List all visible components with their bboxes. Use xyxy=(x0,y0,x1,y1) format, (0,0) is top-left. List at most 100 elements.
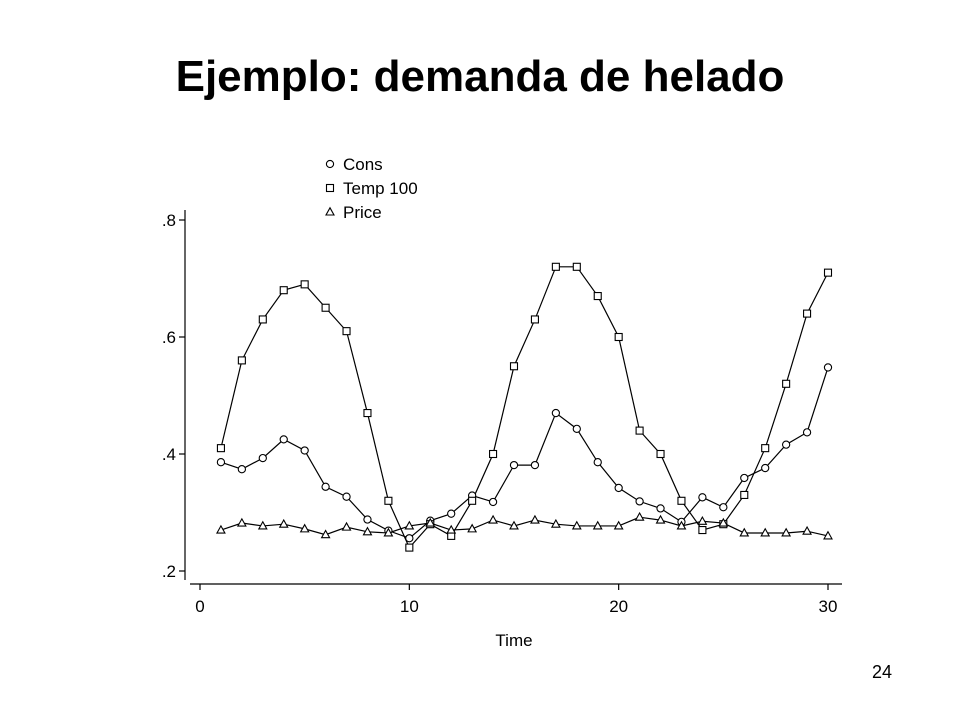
legend-label: Cons xyxy=(343,155,383,174)
data-point-triangle xyxy=(550,518,561,528)
legend-marker-circle xyxy=(325,159,335,169)
y-tick-label: .2 xyxy=(162,562,176,581)
legend-marker-square xyxy=(325,183,335,193)
data-point-triangle xyxy=(215,524,226,534)
series-line-price xyxy=(220,516,829,537)
data-point-square xyxy=(782,379,791,388)
data-point-triangle xyxy=(571,520,582,530)
data-point-circle xyxy=(802,428,812,437)
data-point-circle xyxy=(530,460,540,470)
data-point-circle xyxy=(363,515,372,524)
data-point-triangle xyxy=(781,527,792,537)
data-point-circle xyxy=(614,483,623,493)
x-axis-label: Time xyxy=(495,631,532,650)
data-point-square xyxy=(803,309,812,318)
data-point-triangle xyxy=(488,514,499,524)
data-point-circle xyxy=(719,503,728,512)
data-point-circle xyxy=(823,363,833,372)
data-point-square xyxy=(279,286,288,295)
data-point-square xyxy=(405,543,414,552)
data-point-square xyxy=(593,291,602,301)
data-point-square xyxy=(384,496,393,505)
data-point-triangle xyxy=(341,521,352,531)
data-point-triangle xyxy=(697,515,708,525)
legend-label: Price xyxy=(343,203,382,222)
data-point-circle xyxy=(593,458,602,467)
data-point-circle xyxy=(447,509,456,518)
data-point-circle xyxy=(635,497,644,506)
data-point-circle xyxy=(216,458,226,467)
series-line-temp-100 xyxy=(220,266,829,549)
data-point-square xyxy=(258,315,267,324)
data-point-circle xyxy=(781,440,791,449)
data-point-square xyxy=(761,444,770,453)
data-point-circle xyxy=(237,465,247,474)
data-point-square xyxy=(300,280,309,289)
data-point-square xyxy=(509,362,519,371)
data-point-triangle xyxy=(320,529,331,539)
data-point-square xyxy=(363,408,372,418)
data-point-circle xyxy=(300,446,309,455)
legend-label: Temp 100 xyxy=(343,179,418,198)
data-point-circle xyxy=(740,473,749,483)
data-point-triangle xyxy=(446,524,457,534)
series-line-cons xyxy=(220,367,829,539)
data-point-triangle xyxy=(655,514,666,524)
y-tick-label: .8 xyxy=(162,211,176,230)
y-tick-label: .6 xyxy=(162,328,176,347)
data-point-circle xyxy=(342,492,351,501)
data-point-triangle xyxy=(718,517,729,527)
data-point-square xyxy=(635,426,644,435)
data-point-triangle xyxy=(739,527,750,537)
data-point-triangle xyxy=(634,511,645,521)
data-point-triangle xyxy=(760,527,771,537)
data-point-triangle xyxy=(362,526,373,536)
data-point-triangle xyxy=(509,520,519,530)
data-point-square xyxy=(614,332,623,342)
x-tick-label: 30 xyxy=(819,597,838,616)
data-point-circle xyxy=(551,408,561,418)
data-point-square xyxy=(551,262,560,271)
data-point-circle xyxy=(405,534,414,543)
data-point-circle xyxy=(509,460,519,470)
data-point-triangle xyxy=(823,530,833,540)
data-point-triangle xyxy=(425,517,436,527)
data-point-triangle xyxy=(592,520,603,530)
data-point-square xyxy=(237,356,246,365)
data-point-square xyxy=(216,444,225,453)
data-point-square xyxy=(468,496,477,505)
data-point-square xyxy=(321,303,330,312)
data-point-triangle xyxy=(383,527,394,537)
data-point-square xyxy=(677,496,686,505)
data-point-triangle xyxy=(613,520,624,530)
data-point-square xyxy=(489,449,498,459)
data-point-circle xyxy=(488,497,498,507)
page-number: 24 xyxy=(872,662,893,682)
y-tick-label: .4 xyxy=(162,445,176,464)
data-point-triangle xyxy=(278,518,289,528)
data-point-square xyxy=(740,490,749,500)
data-point-square xyxy=(530,315,539,324)
data-point-triangle xyxy=(299,523,310,533)
legend-marker-triangle xyxy=(325,206,335,216)
data-point-triangle xyxy=(236,517,247,527)
slide-title: Ejemplo: demanda de helado xyxy=(175,52,785,101)
data-point-square xyxy=(823,268,833,277)
x-tick-label: 10 xyxy=(400,597,419,616)
data-point-circle xyxy=(572,424,581,433)
data-point-triangle xyxy=(404,520,415,530)
data-point-triangle xyxy=(676,520,687,530)
data-point-square xyxy=(656,449,665,459)
data-point-square xyxy=(698,525,707,535)
data-point-triangle xyxy=(257,520,268,530)
data-point-circle xyxy=(656,504,665,513)
data-point-circle xyxy=(761,463,770,473)
data-point-circle xyxy=(698,493,707,502)
data-point-square xyxy=(342,327,351,336)
data-point-square xyxy=(572,262,581,271)
data-point-triangle xyxy=(467,523,478,533)
data-point-circle xyxy=(258,453,267,463)
data-point-triangle xyxy=(802,525,813,535)
data-point-circle xyxy=(279,435,288,444)
data-point-circle xyxy=(321,482,330,491)
